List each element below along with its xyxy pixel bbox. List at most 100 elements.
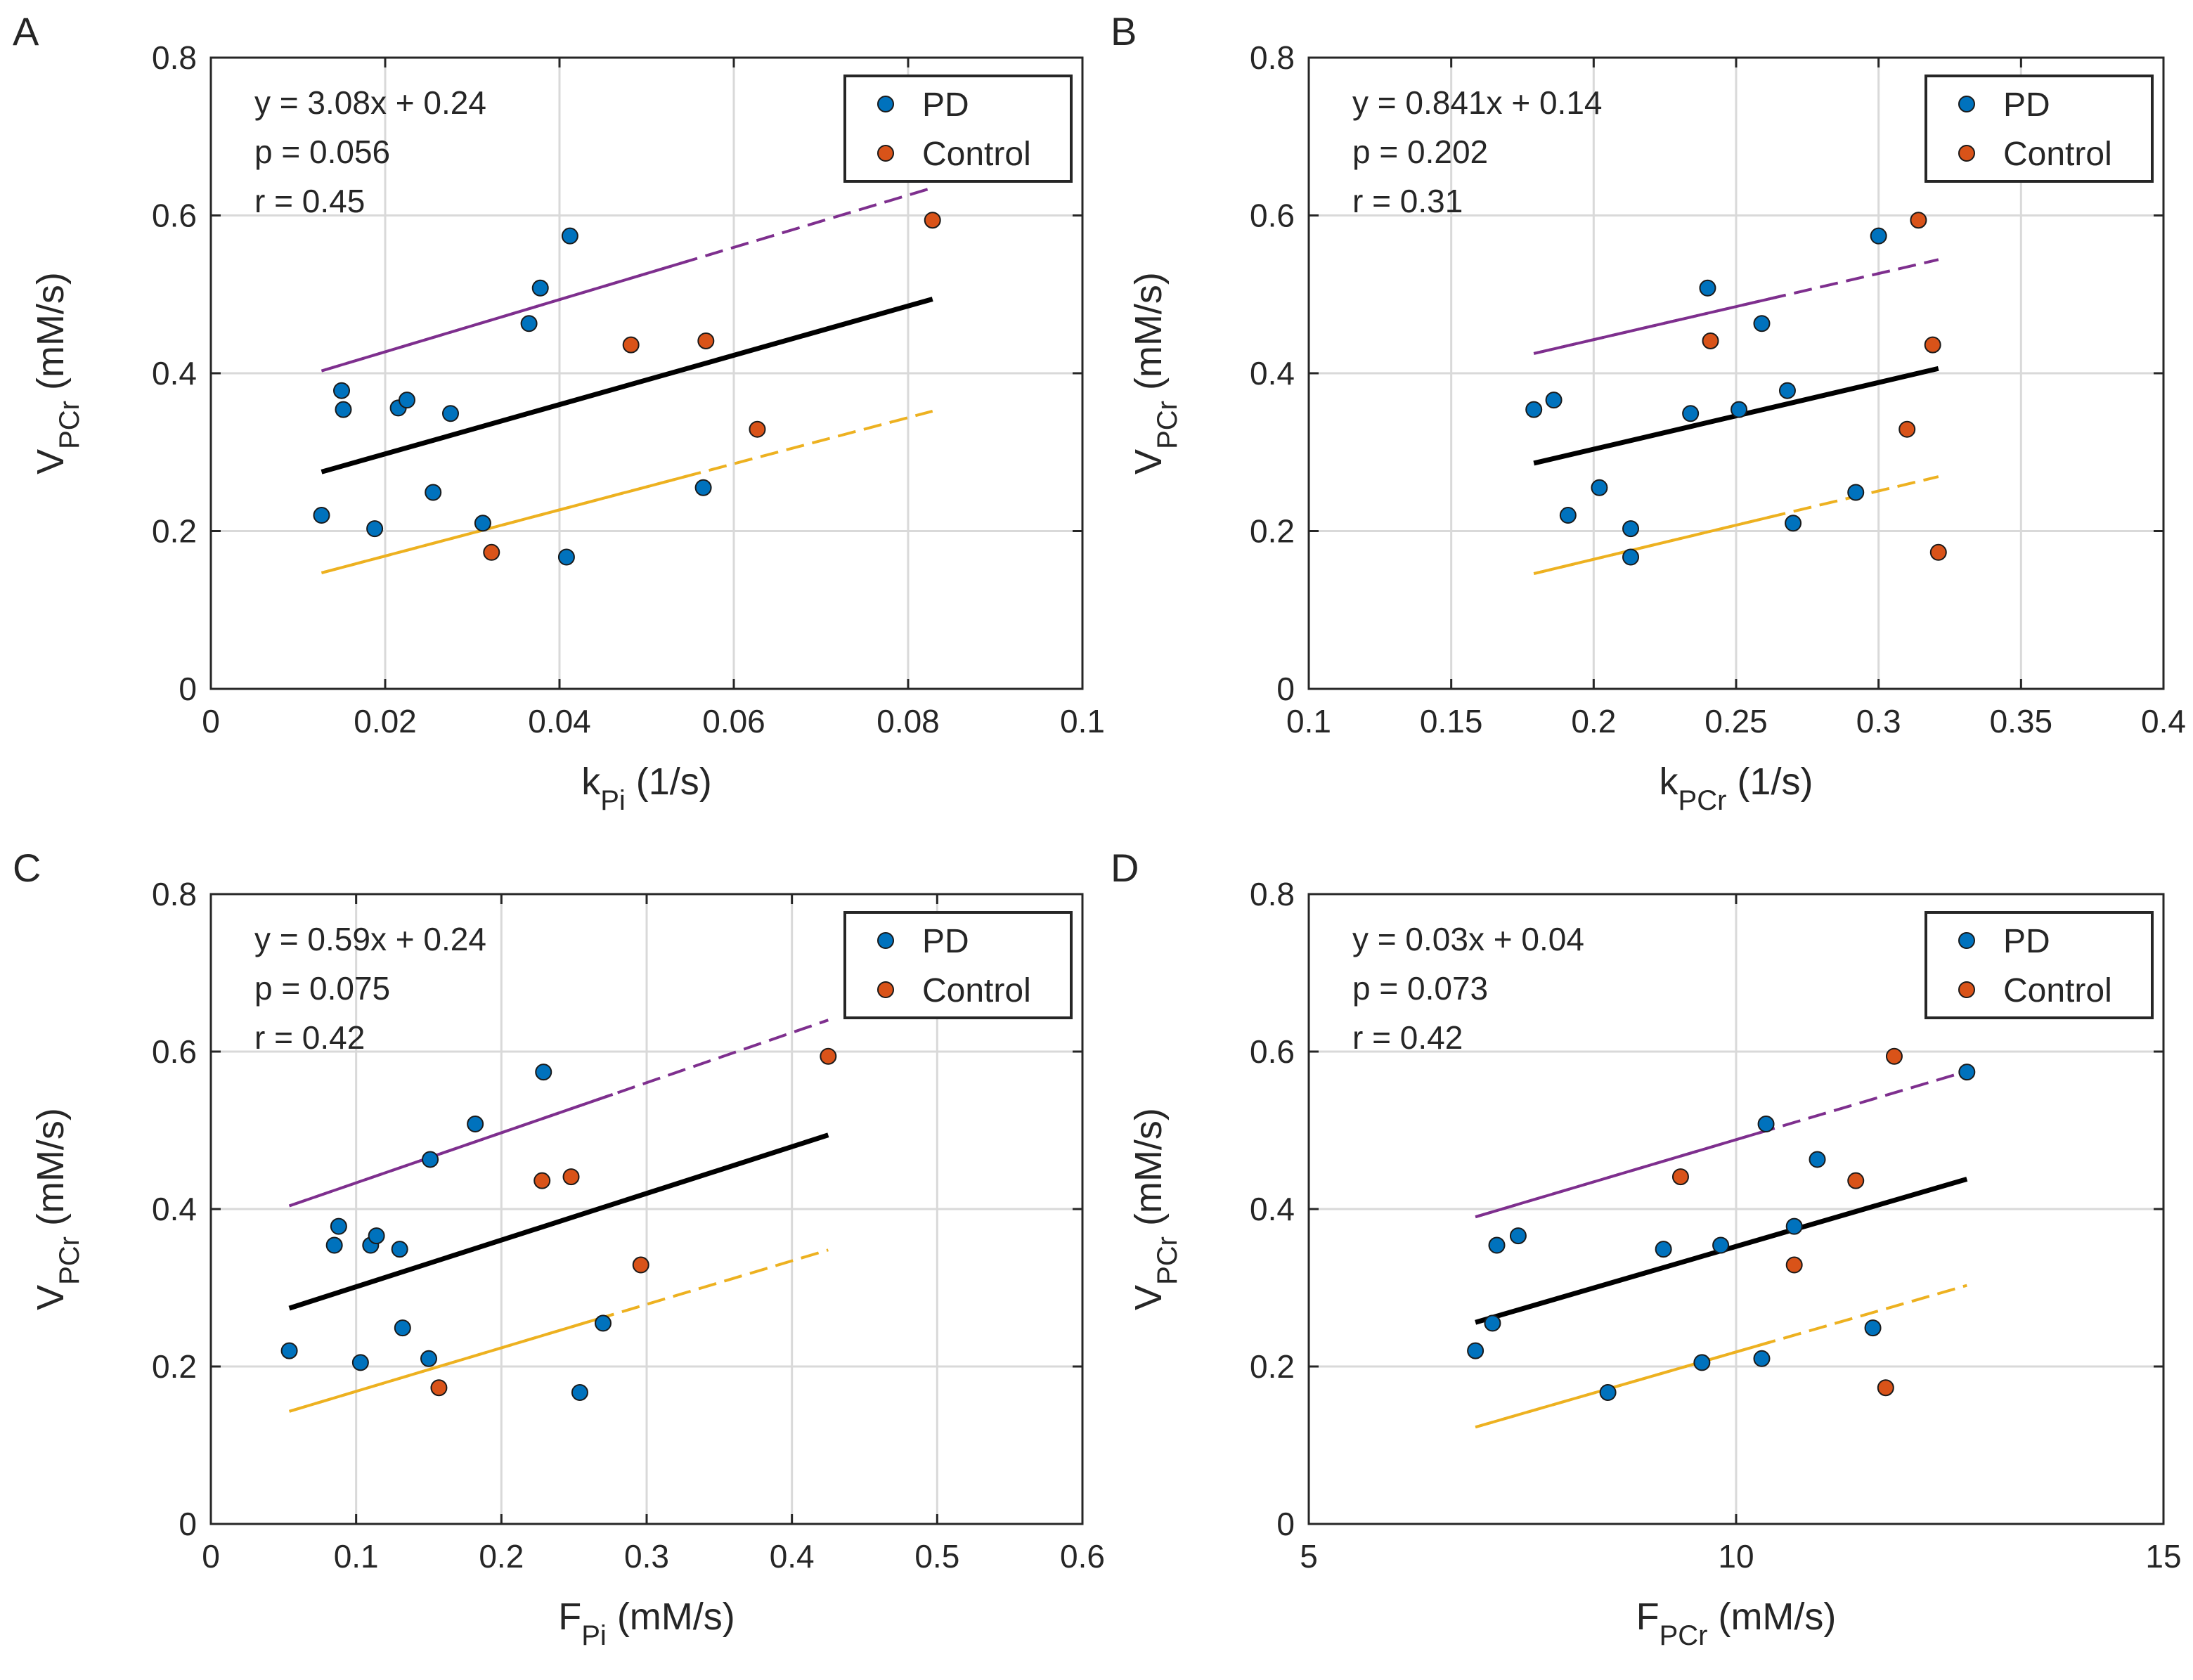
- data-point-pd: [557, 548, 575, 566]
- data-point-pd: [1591, 479, 1608, 496]
- annotation-line: p = 0.075: [254, 970, 390, 1007]
- x-tick-label: 0.1: [1060, 703, 1105, 739]
- annotation-line: y = 0.03x + 0.04: [1352, 921, 1584, 957]
- legend: PD Control: [1924, 75, 2154, 183]
- x-axis-label: FPCr (mM/s): [1636, 1596, 1837, 1651]
- upper-band-solid: [1533, 295, 1778, 355]
- legend-label-pd: PD: [922, 86, 969, 124]
- x-axis-label-unit: (1/s): [626, 761, 712, 803]
- data-point-control: [1885, 1047, 1903, 1065]
- annotation-line: r = 0.31: [1352, 183, 1463, 219]
- panel-letter: B: [1111, 9, 1137, 53]
- series-control: [1702, 212, 1947, 561]
- x-axis-label-main: k: [581, 761, 601, 803]
- upper-band-solid: [1475, 1127, 1771, 1219]
- data-point-pd: [425, 484, 442, 501]
- data-point-pd: [1785, 1217, 1803, 1235]
- annotation-line: r = 0.45: [254, 183, 365, 219]
- regression-annotation: y = 3.08x + 0.24 p = 0.056 r = 0.45: [254, 84, 486, 219]
- y-tick-label: 0.2: [1250, 1348, 1295, 1385]
- panel-letter: A: [13, 9, 39, 53]
- x-tick-label: 0.3: [1856, 703, 1901, 739]
- panel-letter: C: [13, 846, 41, 890]
- data-point-pd: [1622, 520, 1640, 538]
- legend: PD Control: [843, 911, 1073, 1019]
- data-point-pd: [335, 401, 352, 418]
- legend-label-control: Control: [2003, 972, 2112, 1009]
- x-tick-label: 0.1: [1286, 703, 1331, 739]
- legend-marker-pd: [877, 96, 894, 112]
- y-tick-label: 0.6: [1250, 1033, 1295, 1070]
- data-point-pd: [1712, 1236, 1730, 1254]
- series-pd: [1525, 227, 1887, 566]
- data-point-control: [1898, 420, 1916, 438]
- series-pd: [313, 227, 712, 566]
- legend-marker-control: [877, 145, 894, 162]
- legend-label-control: Control: [2003, 136, 2112, 173]
- x-tick-label: 0.5: [914, 1538, 959, 1575]
- data-point-control: [1847, 1172, 1865, 1189]
- y-tick-label: 0.8: [152, 39, 197, 76]
- legend-label-pd: PD: [922, 923, 969, 960]
- data-point-pd: [1682, 405, 1700, 422]
- lower-band-solid: [289, 1313, 614, 1413]
- y-axis-label: VPCr (mM/s): [1127, 1108, 1183, 1310]
- data-point-pd: [1467, 1342, 1484, 1359]
- y-tick-label: 0.2: [152, 513, 197, 550]
- lower-band-solid: [1475, 1340, 1771, 1429]
- series-control: [483, 212, 941, 561]
- data-point-pd: [520, 315, 538, 332]
- panel-a: A 0 0.02 0.04 0.06 0.08 0.1 0 0.2 0.4 0.6 0.8 kPi (1…: [13, 9, 1105, 816]
- x-axis-label-subscript: PCr: [1678, 785, 1727, 816]
- y-axis-label-subscript: PCr: [54, 401, 85, 449]
- x-axis-label-subscript: Pi: [600, 785, 626, 816]
- data-point-pd: [1958, 1064, 1976, 1081]
- x-tick-label: 0.3: [624, 1538, 669, 1575]
- y-tick-label: 0.2: [1250, 513, 1295, 550]
- series-pd: [1467, 1064, 1976, 1401]
- data-point-pd: [351, 1354, 369, 1371]
- data-point-pd: [1699, 279, 1716, 297]
- x-axis-label-main: F: [1636, 1596, 1660, 1638]
- legend-marker-control: [1958, 981, 1975, 998]
- data-point-pd: [1599, 1383, 1617, 1401]
- lower-band-solid: [1533, 514, 1778, 576]
- data-point-control: [632, 1256, 649, 1274]
- data-point-pd: [280, 1342, 298, 1359]
- y-axis-label-main: V: [30, 449, 72, 474]
- x-axis-label: kPCr (1/s): [1660, 761, 1813, 816]
- data-point-control: [622, 336, 640, 354]
- legend-marker-control: [1958, 145, 1975, 162]
- annotation-line: p = 0.056: [254, 134, 390, 170]
- x-tick-label: 0.2: [1571, 703, 1616, 739]
- series-pd: [280, 1064, 612, 1401]
- data-point-pd: [1488, 1236, 1506, 1254]
- y-tick-label: 0.4: [1250, 1191, 1295, 1227]
- x-axis-label-main: k: [1660, 761, 1679, 803]
- data-point-pd: [474, 515, 491, 532]
- panel-letter: D: [1111, 846, 1139, 890]
- y-axis-label-subscript: PCr: [1152, 1236, 1183, 1285]
- data-point-pd: [399, 392, 415, 409]
- data-point-pd: [1809, 1151, 1826, 1168]
- x-tick-label: 0.2: [479, 1538, 524, 1575]
- series-control: [1671, 1047, 1903, 1397]
- data-point-pd: [535, 1064, 552, 1081]
- annotation-line: p = 0.073: [1352, 970, 1488, 1007]
- data-point-pd: [561, 227, 578, 245]
- y-tick-label: 0.6: [152, 198, 197, 234]
- x-tick-label: 0.35: [1990, 703, 2053, 739]
- data-point-control: [483, 543, 500, 561]
- upper-band-solid: [321, 259, 689, 373]
- annotation-line: y = 0.59x + 0.24: [254, 921, 486, 957]
- legend: PD Control: [843, 75, 1073, 183]
- data-point-control: [749, 420, 766, 438]
- data-point-pd: [422, 1151, 439, 1168]
- data-point-control: [820, 1047, 837, 1065]
- legend-marker-pd: [1958, 932, 1975, 949]
- data-point-control: [1910, 212, 1927, 229]
- x-tick-label: 0.25: [1704, 703, 1768, 739]
- y-axis-label-subscript: PCr: [1152, 401, 1183, 449]
- y-axis-label-unit: (mM/s): [30, 272, 72, 401]
